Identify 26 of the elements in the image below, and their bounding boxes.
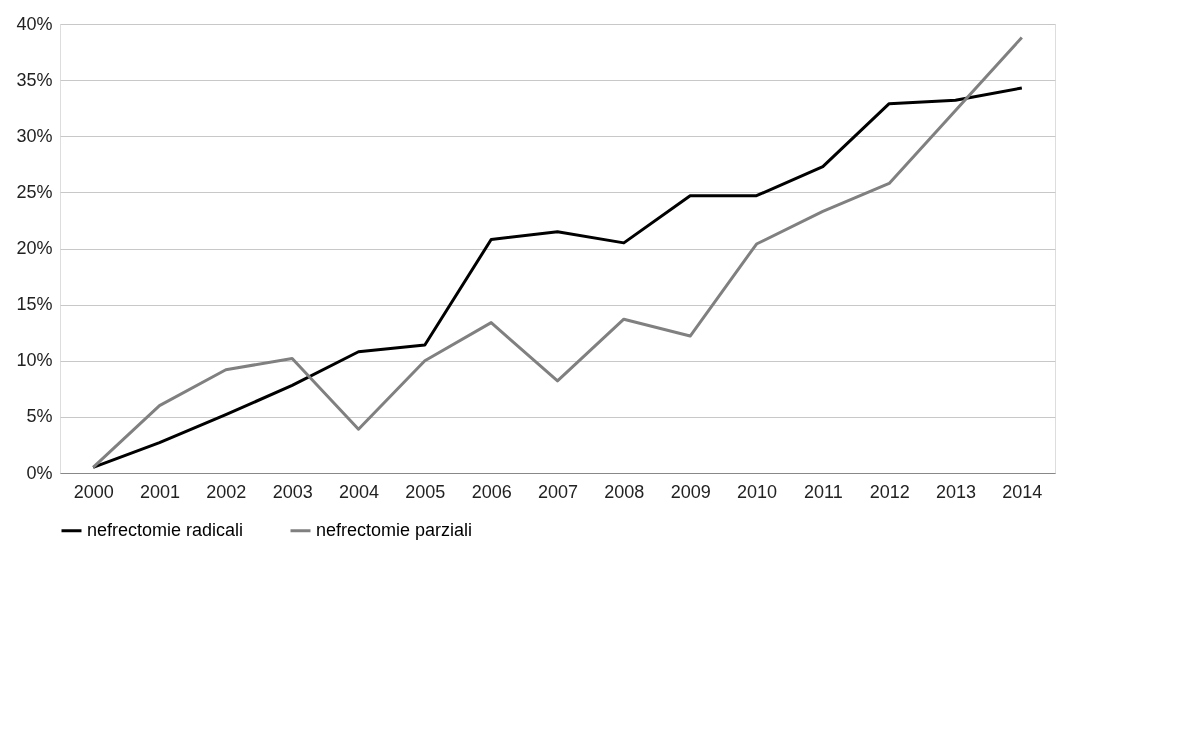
x-tick-label: 2007 (537, 481, 579, 502)
x-tick-label: 2008 (604, 481, 645, 502)
y-tick-label: 35% (16, 69, 53, 90)
legend-label: nefrectomie parziali (316, 519, 473, 540)
y-tick-label: 5% (26, 406, 53, 427)
y-tick-label: 20% (16, 238, 53, 258)
x-tick-label: 2010 (736, 481, 778, 502)
y-tick-label: 0% (26, 462, 53, 483)
x-tick-label: 2001 (139, 481, 181, 502)
x-tick-label: 2009 (670, 481, 711, 502)
legend-label: nefrectomie radicali (87, 519, 244, 540)
y-tick-label: 40% (16, 13, 53, 34)
x-tick-label: 2006 (471, 481, 512, 502)
x-tick-label: 2000 (73, 481, 114, 502)
x-tick-label: 2005 (405, 481, 446, 502)
x-tick-label: 2002 (206, 481, 247, 502)
y-tick-label: 10% (16, 350, 53, 371)
x-tick-label: 2012 (869, 481, 910, 502)
x-tick-label: 2013 (935, 481, 977, 502)
x-tick-label: 2004 (338, 481, 380, 502)
x-tick-label: 2011 (803, 481, 843, 502)
y-tick-label: 30% (16, 125, 53, 146)
y-tick-label: 15% (16, 294, 53, 315)
x-tick-label: 2003 (272, 481, 313, 502)
x-tick-label: 2014 (1002, 481, 1043, 502)
y-tick-label: 25% (16, 181, 53, 202)
